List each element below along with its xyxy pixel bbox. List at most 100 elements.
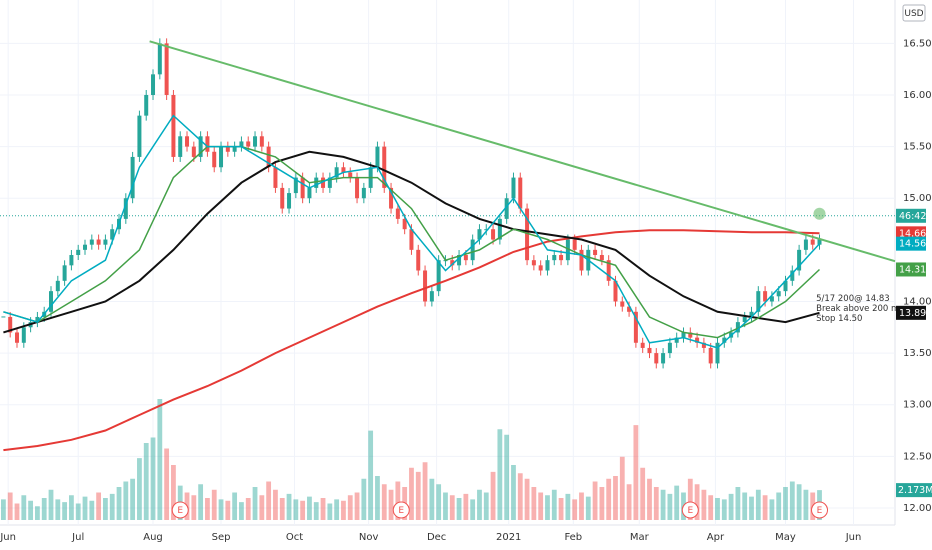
volume-bar bbox=[674, 485, 680, 520]
volume-bar bbox=[1, 499, 6, 520]
candle bbox=[484, 229, 489, 231]
volume-bar bbox=[137, 458, 142, 520]
candle bbox=[273, 167, 278, 188]
candle bbox=[144, 94, 149, 116]
volume-bar bbox=[422, 462, 428, 520]
currency: USD bbox=[904, 9, 923, 19]
y-tick-label: 16.00 bbox=[903, 90, 932, 101]
candle bbox=[613, 280, 618, 302]
volume-bar bbox=[198, 484, 204, 520]
candle bbox=[790, 270, 795, 281]
volume-bar bbox=[395, 481, 401, 520]
volume-bar bbox=[300, 500, 306, 520]
volume-bar bbox=[613, 476, 618, 520]
volume-bar bbox=[143, 443, 149, 520]
candle bbox=[627, 306, 632, 312]
volume-bar bbox=[429, 478, 435, 520]
y-tick-label: 13.00 bbox=[903, 400, 932, 411]
candle bbox=[552, 255, 557, 261]
volume-bar bbox=[334, 499, 340, 520]
volume-bar bbox=[592, 481, 598, 520]
candle bbox=[219, 146, 224, 168]
volume-bar bbox=[75, 503, 81, 520]
candle bbox=[525, 208, 530, 261]
volume-bar bbox=[721, 499, 727, 520]
volume-bar bbox=[443, 492, 448, 520]
volume-bar bbox=[524, 478, 530, 520]
volume-bar bbox=[701, 489, 707, 520]
candle bbox=[803, 239, 808, 250]
volume-bar bbox=[769, 499, 775, 520]
x-tick-label: Mar bbox=[630, 532, 650, 543]
candle bbox=[756, 291, 761, 312]
candle bbox=[191, 146, 196, 157]
volume-bar bbox=[538, 492, 544, 520]
volume-bar bbox=[388, 489, 394, 520]
volume-bar bbox=[218, 499, 224, 520]
candle bbox=[776, 291, 781, 297]
candle bbox=[103, 239, 108, 245]
volume-bar bbox=[286, 493, 292, 520]
candle bbox=[742, 316, 747, 323]
x-tick-label: Apr bbox=[707, 532, 725, 543]
volume-bar bbox=[69, 495, 74, 520]
volume-bar bbox=[633, 425, 639, 520]
earnings-label: E bbox=[177, 506, 183, 516]
volume-bar bbox=[55, 499, 61, 520]
candle bbox=[701, 342, 706, 348]
volume-bar bbox=[252, 487, 258, 520]
volume-bar bbox=[123, 481, 129, 520]
candle bbox=[572, 239, 577, 250]
ma-label: 14.66 bbox=[899, 228, 926, 239]
volume-bar bbox=[667, 493, 673, 520]
volume-bar bbox=[715, 498, 720, 520]
candle bbox=[341, 167, 346, 173]
candle bbox=[409, 229, 414, 250]
volume-bar bbox=[116, 487, 122, 520]
volume-bar bbox=[41, 498, 47, 520]
candle bbox=[375, 146, 380, 168]
candle bbox=[647, 347, 652, 354]
candle bbox=[239, 141, 244, 147]
candle bbox=[321, 177, 326, 188]
volume-bar bbox=[619, 456, 625, 520]
candle bbox=[280, 187, 285, 209]
volume-bar bbox=[96, 492, 102, 520]
earnings-label: E bbox=[817, 506, 823, 516]
volume-bar bbox=[415, 471, 421, 520]
candle bbox=[511, 177, 516, 199]
volume-label: 2.173M bbox=[898, 485, 932, 496]
volume-bar bbox=[313, 502, 319, 520]
candle bbox=[593, 249, 598, 256]
volume-bar bbox=[273, 489, 278, 520]
candle bbox=[35, 316, 40, 323]
volume-bar bbox=[259, 495, 265, 520]
candle bbox=[470, 239, 475, 261]
volume-bar bbox=[742, 492, 748, 520]
candle bbox=[246, 141, 251, 147]
candle bbox=[810, 239, 815, 245]
candle bbox=[667, 342, 672, 354]
volume-bar bbox=[266, 481, 272, 520]
candle bbox=[212, 151, 217, 168]
candle bbox=[817, 239, 822, 245]
candle bbox=[266, 146, 271, 168]
volume-bar bbox=[572, 499, 578, 520]
annotation: Stop 14.50 bbox=[816, 314, 862, 324]
candle bbox=[259, 136, 264, 147]
volume-label-box bbox=[896, 483, 932, 498]
volume-bar bbox=[225, 500, 231, 520]
volume-bar bbox=[497, 429, 503, 520]
volume-bar bbox=[545, 495, 550, 520]
candle bbox=[654, 353, 659, 364]
volume-bar bbox=[164, 448, 170, 520]
volume-bar bbox=[381, 484, 387, 520]
y-tick-label: 12.50 bbox=[903, 451, 932, 462]
trend-line bbox=[149, 40, 896, 263]
volume-bar bbox=[327, 503, 333, 520]
candle bbox=[361, 187, 366, 199]
volume-bar bbox=[130, 478, 136, 520]
candle bbox=[695, 337, 700, 343]
volume-bar bbox=[103, 498, 108, 520]
earnings-marker bbox=[681, 501, 699, 519]
